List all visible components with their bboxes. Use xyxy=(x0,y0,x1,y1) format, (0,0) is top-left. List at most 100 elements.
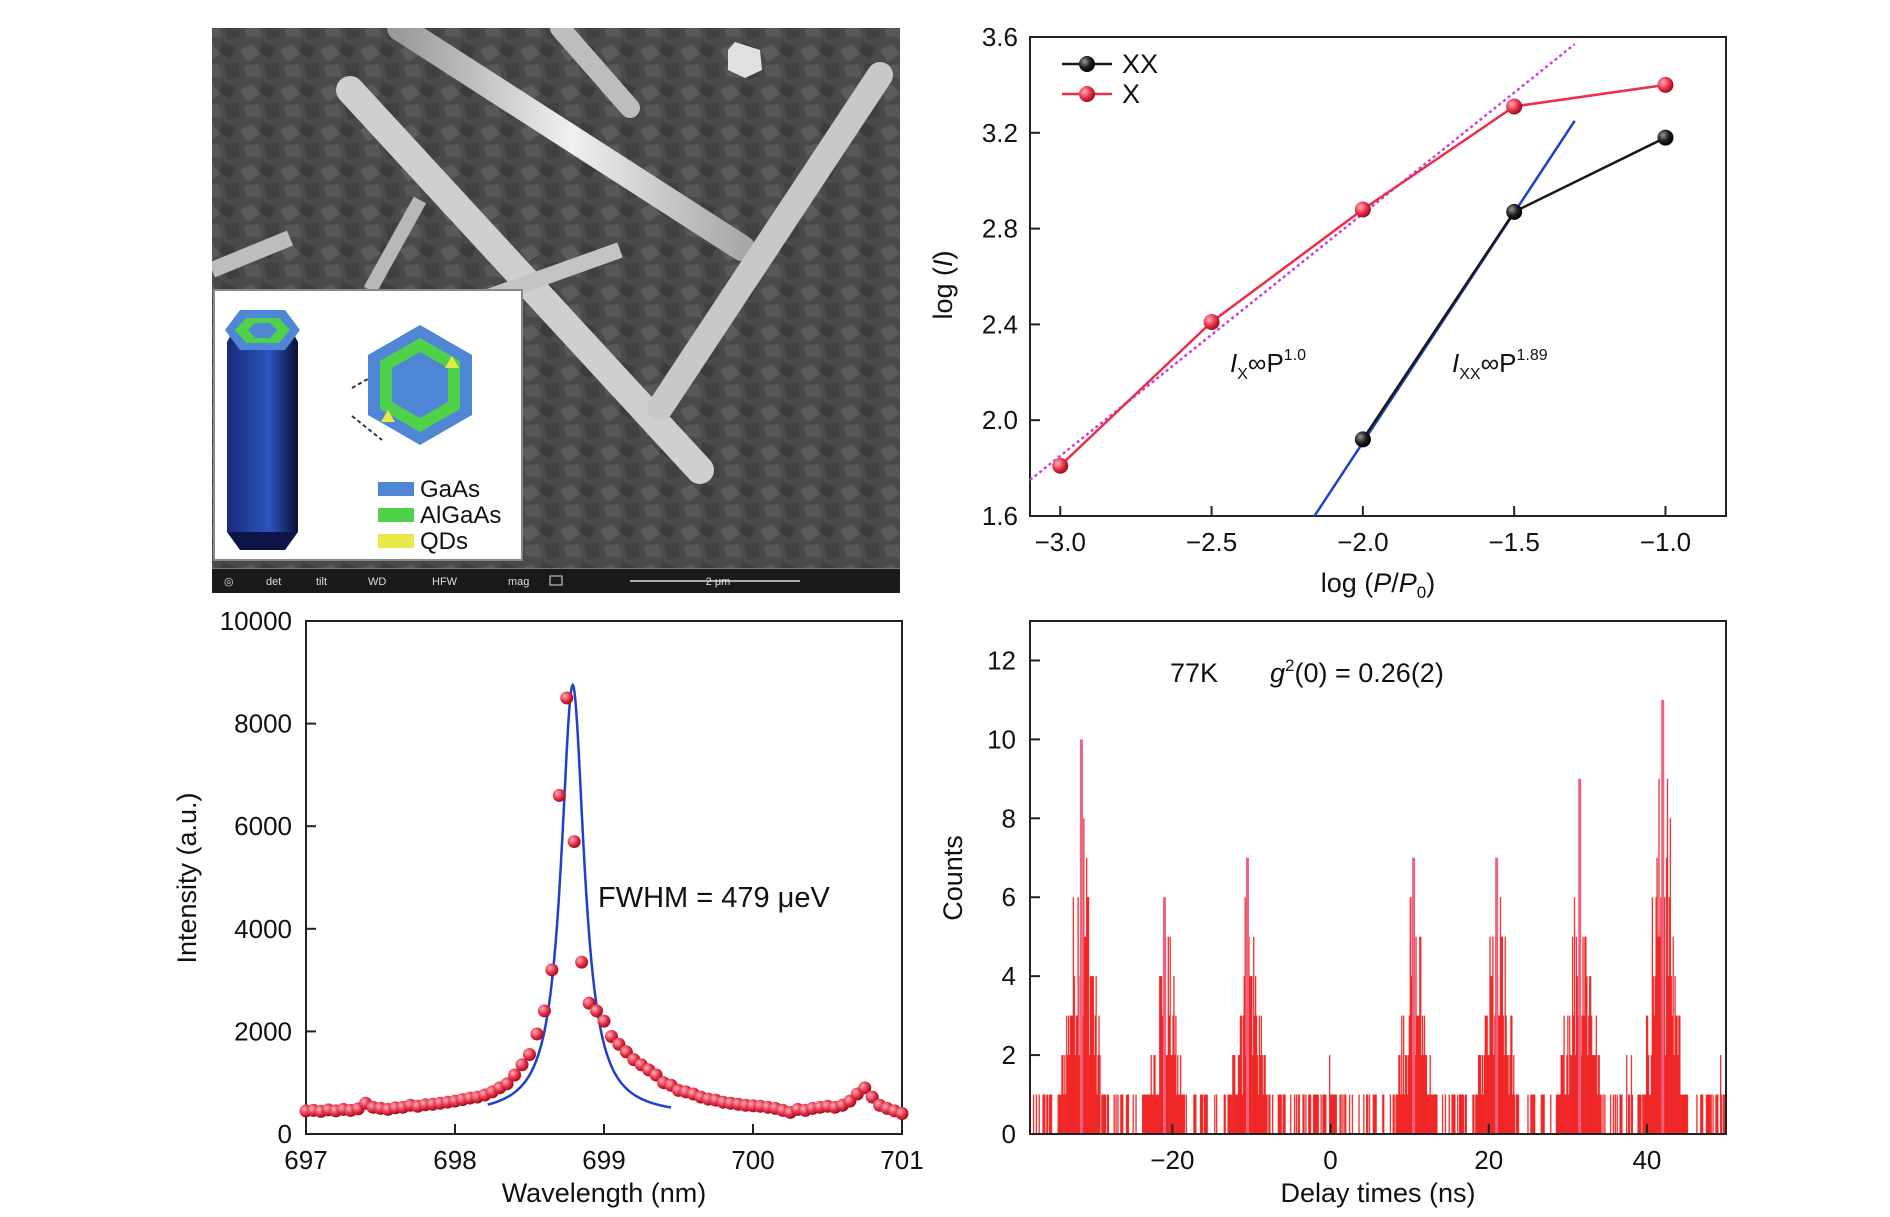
x-tick-label: 697 xyxy=(284,1145,327,1175)
histogram-bar xyxy=(1201,1094,1204,1134)
histogram-bar xyxy=(1061,1055,1063,1134)
histogram-bar xyxy=(1049,1094,1052,1134)
y-tick-label: 10000 xyxy=(220,606,292,636)
histogram-bar xyxy=(1509,1055,1511,1134)
histogram-bar xyxy=(1516,1094,1519,1134)
histogram-bar xyxy=(1142,1094,1145,1134)
histogram-bar xyxy=(1434,1094,1436,1134)
histogram-bar xyxy=(1228,1094,1230,1134)
legend-label-x: X xyxy=(1122,79,1140,109)
histogram-bar xyxy=(1113,1094,1115,1134)
histogram-bar xyxy=(1658,778,1660,1134)
histogram-bar xyxy=(1621,1094,1623,1134)
histogram-bar xyxy=(1479,1055,1482,1134)
histogram-bar xyxy=(1585,936,1587,1134)
histogram-bar xyxy=(1401,1015,1403,1134)
histogram-bar xyxy=(1614,1094,1616,1134)
histogram-bar xyxy=(1441,1094,1444,1134)
histogram-bar xyxy=(1655,897,1657,1134)
histogram-bar xyxy=(1669,818,1672,1134)
histogram-bar xyxy=(1665,857,1668,1134)
histogram-bar xyxy=(1593,1055,1596,1134)
histogram-bar xyxy=(1720,1094,1723,1134)
histogram-bar xyxy=(1433,1094,1435,1134)
histogram-bar xyxy=(1167,936,1169,1134)
peak-bar xyxy=(1162,897,1166,1134)
histogram-bar xyxy=(1490,976,1492,1134)
histogram-bar xyxy=(1515,1094,1518,1134)
histogram-bar xyxy=(1325,1094,1327,1134)
histogram-bar xyxy=(1561,1055,1563,1134)
histogram-bar xyxy=(1145,1094,1148,1134)
histogram-bar xyxy=(1204,1094,1206,1134)
histogram-bar xyxy=(1651,897,1654,1134)
data-points xyxy=(299,691,909,1120)
histogram-bar xyxy=(1684,1094,1687,1134)
histogram-bar xyxy=(1206,1094,1208,1134)
scale-bar-label: 2 μm xyxy=(706,576,731,588)
histogram-bar xyxy=(1488,1055,1490,1134)
histogram-bar xyxy=(1589,976,1592,1134)
histogram-bar xyxy=(1305,1094,1307,1134)
histogram-bar xyxy=(1604,1094,1606,1134)
data-point-x xyxy=(1052,457,1069,474)
histogram-bar xyxy=(1421,1055,1423,1134)
histogram-bar xyxy=(1144,1094,1147,1134)
histogram-bar xyxy=(1500,936,1503,1134)
histogram-bar xyxy=(1236,1094,1239,1134)
histogram-bar xyxy=(1254,976,1257,1134)
nanowire-rod xyxy=(363,196,427,294)
histogram-bar xyxy=(1453,1094,1455,1134)
y-tick-label: 6000 xyxy=(234,811,292,841)
fit-curve xyxy=(487,682,672,1109)
histogram-bar xyxy=(1417,1015,1419,1134)
histogram-bar xyxy=(1089,976,1092,1134)
y-axis-label: Counts xyxy=(938,835,968,921)
histogram-bar xyxy=(1077,897,1079,1134)
histogram-bar xyxy=(1458,1094,1461,1134)
histogram-bar xyxy=(1508,1094,1510,1134)
histogram-bar xyxy=(1409,897,1411,1134)
histogram-bar xyxy=(1382,1094,1384,1134)
histogram-bar xyxy=(1345,1094,1347,1134)
histogram-bar xyxy=(1406,1094,1409,1134)
x-tick-label: −1.5 xyxy=(1489,527,1540,557)
histogram-bar xyxy=(1258,1015,1261,1134)
histogram-bar xyxy=(1235,1094,1237,1134)
data-point xyxy=(895,1106,909,1120)
histogram-bar xyxy=(1193,1094,1195,1134)
histogram-bar xyxy=(1383,1094,1385,1134)
histogram-bar xyxy=(1312,1094,1315,1134)
histogram-bar xyxy=(1462,1094,1465,1134)
histogram-bar xyxy=(1663,897,1666,1134)
histogram-bar xyxy=(1598,1055,1600,1134)
histogram-bar xyxy=(1313,1094,1316,1134)
pl-spectrum-chart: 697 698 699 700 701 0 2000 4000 6000 8000 10000 Wa… xyxy=(172,606,924,1208)
histogram-bar xyxy=(1486,1015,1488,1134)
histogram-bar xyxy=(1340,1094,1342,1134)
histogram-bar xyxy=(1644,1094,1646,1134)
peak-bar xyxy=(1079,739,1083,1134)
histogram-bar xyxy=(1046,1094,1048,1134)
data-point xyxy=(590,1004,604,1018)
histogram-bar xyxy=(1168,1015,1170,1134)
axis-ticks: −20 0 20 40 0 2 4 6 8 10 12 xyxy=(987,645,1661,1175)
peak-bar xyxy=(1246,857,1249,1134)
histogram-bar xyxy=(1422,1055,1425,1134)
histogram-bar xyxy=(1677,1055,1679,1134)
nanowire-rod xyxy=(550,28,640,118)
data-point-xx xyxy=(1657,129,1674,146)
histogram-bar xyxy=(1584,936,1586,1134)
histogram-bar xyxy=(1542,1094,1544,1134)
data-point xyxy=(537,1004,551,1018)
histogram-bar xyxy=(1250,976,1252,1134)
histogram-bar xyxy=(1044,1094,1046,1134)
histogram-bar xyxy=(1416,1015,1418,1134)
legend-marker-x xyxy=(1079,86,1095,102)
temperature-annotation: 77K xyxy=(1170,658,1218,688)
histogram-bar xyxy=(1179,1094,1181,1134)
x-tick-label: 0 xyxy=(1323,1145,1337,1175)
histogram-bar xyxy=(1493,1055,1495,1134)
x-tick-label: 40 xyxy=(1632,1145,1661,1175)
sem-status-icon: ◎ xyxy=(224,576,234,588)
